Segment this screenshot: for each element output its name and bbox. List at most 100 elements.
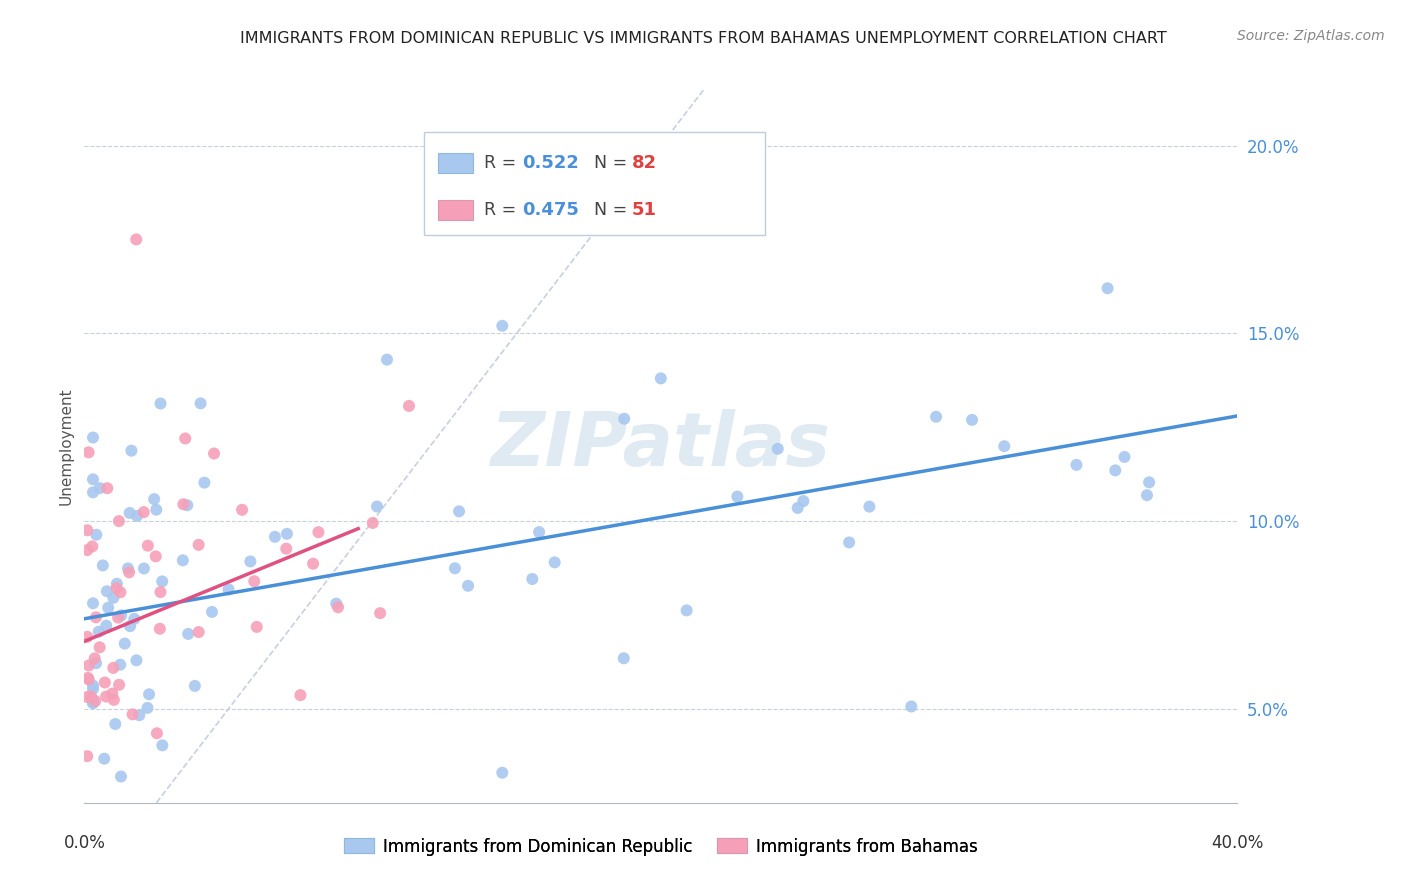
Text: 0.475: 0.475 bbox=[523, 201, 579, 219]
Point bbox=[149, 585, 172, 599]
Point bbox=[93, 752, 115, 766]
Text: R =: R = bbox=[485, 201, 522, 219]
Text: Source: ZipAtlas.com: Source: ZipAtlas.com bbox=[1237, 29, 1385, 43]
Point bbox=[91, 558, 114, 573]
Point bbox=[82, 540, 104, 554]
Point bbox=[77, 445, 100, 459]
Point bbox=[1097, 281, 1119, 295]
Point bbox=[125, 508, 148, 523]
Point bbox=[150, 574, 173, 589]
Point bbox=[792, 494, 814, 508]
Point bbox=[76, 630, 98, 644]
FancyBboxPatch shape bbox=[425, 132, 765, 235]
Point bbox=[366, 500, 388, 514]
Point bbox=[201, 605, 224, 619]
Point bbox=[143, 492, 166, 507]
Point bbox=[398, 399, 420, 413]
Point bbox=[86, 527, 108, 541]
Point bbox=[76, 523, 98, 537]
Point bbox=[94, 690, 117, 704]
Point bbox=[76, 671, 98, 685]
Point bbox=[375, 352, 398, 367]
Point bbox=[82, 596, 104, 610]
Point bbox=[105, 581, 128, 595]
Point bbox=[82, 696, 104, 710]
Text: 0.522: 0.522 bbox=[523, 154, 579, 172]
Point bbox=[218, 582, 240, 597]
Point bbox=[900, 699, 922, 714]
Point bbox=[187, 625, 209, 640]
Point bbox=[449, 504, 471, 518]
Point bbox=[76, 543, 98, 558]
Point bbox=[675, 603, 697, 617]
Text: 0.0%: 0.0% bbox=[63, 834, 105, 852]
Point bbox=[128, 708, 150, 723]
Point bbox=[118, 506, 141, 520]
Point bbox=[82, 430, 104, 444]
Point bbox=[307, 525, 329, 540]
Point bbox=[84, 657, 107, 671]
Point bbox=[177, 627, 200, 641]
Point bbox=[858, 500, 880, 514]
Text: N =: N = bbox=[593, 201, 633, 219]
Point bbox=[125, 232, 148, 246]
Point bbox=[246, 620, 269, 634]
Point bbox=[193, 475, 215, 490]
Point bbox=[172, 553, 194, 567]
Point bbox=[96, 481, 118, 495]
Point bbox=[184, 679, 207, 693]
Point bbox=[101, 686, 124, 700]
Point bbox=[97, 600, 120, 615]
FancyBboxPatch shape bbox=[439, 153, 472, 173]
Point bbox=[104, 717, 127, 731]
Point bbox=[522, 572, 544, 586]
Text: 51: 51 bbox=[633, 201, 657, 219]
Text: IMMIGRANTS FROM DOMINICAN REPUBLIC VS IMMIGRANTS FROM BAHAMAS UNEMPLOYMENT CORRE: IMMIGRANTS FROM DOMINICAN REPUBLIC VS IM… bbox=[239, 31, 1167, 46]
Point bbox=[925, 409, 948, 424]
Point bbox=[613, 411, 636, 425]
Text: 82: 82 bbox=[633, 154, 657, 172]
Point bbox=[326, 600, 349, 615]
Point bbox=[83, 651, 105, 665]
Point bbox=[103, 661, 125, 675]
Point bbox=[138, 687, 160, 701]
Point bbox=[89, 481, 111, 495]
Legend: Immigrants from Dominican Republic, Immigrants from Bahamas: Immigrants from Dominican Republic, Immi… bbox=[337, 831, 984, 863]
Point bbox=[172, 497, 194, 511]
Point bbox=[145, 502, 167, 516]
Point bbox=[149, 622, 172, 636]
Point bbox=[302, 557, 325, 571]
Point bbox=[993, 439, 1015, 453]
Point bbox=[1066, 458, 1088, 472]
Point bbox=[174, 432, 197, 446]
Point bbox=[145, 549, 167, 564]
Point bbox=[187, 538, 209, 552]
Point bbox=[107, 610, 129, 624]
Point bbox=[105, 576, 128, 591]
Point bbox=[84, 610, 107, 624]
Point bbox=[76, 749, 98, 764]
Point bbox=[118, 566, 141, 580]
Point bbox=[77, 658, 100, 673]
Point bbox=[264, 530, 287, 544]
Point bbox=[368, 606, 391, 620]
Text: R =: R = bbox=[485, 154, 522, 172]
Text: ZIPatlas: ZIPatlas bbox=[491, 409, 831, 483]
Point bbox=[103, 591, 125, 605]
Point bbox=[766, 442, 789, 456]
Point bbox=[276, 541, 298, 556]
Point bbox=[80, 690, 103, 704]
Point bbox=[120, 619, 142, 633]
Text: 40.0%: 40.0% bbox=[1211, 834, 1264, 852]
Point bbox=[202, 446, 225, 460]
Point bbox=[325, 597, 347, 611]
Point bbox=[650, 371, 672, 385]
Point bbox=[125, 653, 148, 667]
Point bbox=[491, 318, 513, 333]
Point bbox=[110, 770, 132, 784]
Point bbox=[190, 396, 212, 410]
Point bbox=[146, 726, 169, 740]
Point bbox=[444, 561, 467, 575]
Point bbox=[87, 624, 110, 639]
Point bbox=[150, 739, 173, 753]
